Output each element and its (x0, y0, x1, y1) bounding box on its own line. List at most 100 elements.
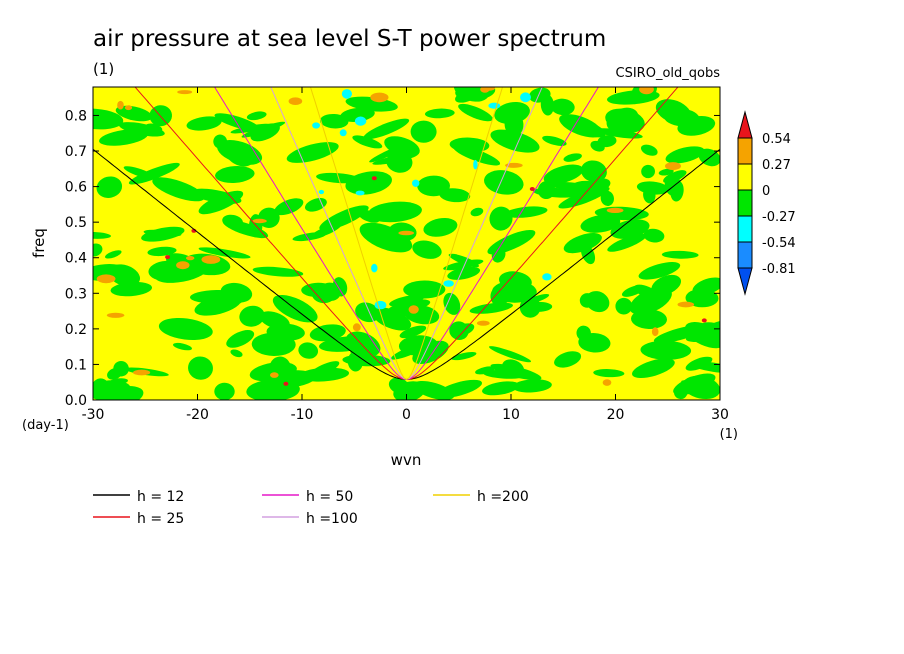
field-patch-strong-positive (371, 176, 377, 181)
field-patch-negative (198, 190, 244, 215)
field-patch-negative (215, 166, 255, 183)
field-patch-negative (367, 201, 422, 223)
field-patch-negative (494, 101, 530, 125)
field-patch-negative (448, 253, 479, 268)
field-patch-negative (93, 231, 111, 239)
field-patch-negative (451, 323, 475, 337)
field-patch-negative (651, 274, 682, 296)
field-patch-negative (410, 120, 437, 143)
field-patch-positive (665, 162, 681, 171)
y-tick-label: 0.1 (65, 357, 87, 373)
field-patch-positive (398, 230, 415, 236)
field-patch-negative (563, 233, 602, 254)
field-patch-negative (542, 135, 567, 146)
field-patch-strong-negative (488, 102, 501, 109)
field-patch-negative (607, 233, 647, 252)
field-patch-negative (593, 369, 625, 378)
field-patch-negative (558, 186, 610, 209)
y-unit-label: (day-1) (22, 418, 69, 433)
field-patch-negative (188, 356, 213, 380)
legend-entry: h =200 (477, 489, 529, 505)
field-patch-negative (569, 180, 597, 195)
field-patch-negative (640, 340, 692, 360)
field-patch-positive (186, 256, 195, 261)
field-patch-positive (651, 327, 659, 337)
field-patch-negative (489, 206, 513, 231)
field-patch-strong-positive (701, 318, 707, 323)
field-patch-negative (550, 98, 575, 116)
field-patch-positive (177, 90, 193, 95)
x-tick-label: -10 (291, 407, 314, 423)
y-tick-label: 0.3 (65, 286, 87, 302)
field-patch-negative (108, 264, 141, 287)
field-patch-positive (124, 105, 133, 111)
field-patch-negative (641, 164, 655, 179)
field-patch-negative (369, 143, 410, 163)
field-patch-negative (143, 229, 182, 237)
field-patch-strong-positive (283, 381, 289, 386)
x-tick-label: 10 (502, 407, 520, 423)
x-tick-label: -20 (186, 407, 209, 423)
field-patch-negative (154, 261, 209, 283)
field-patch-negative (412, 240, 442, 259)
field-patch-negative (502, 359, 525, 377)
field-patch-negative (250, 123, 280, 142)
field-patch-negative (673, 373, 716, 396)
field-patch-negative (470, 207, 484, 217)
field-patch-negative (661, 250, 699, 259)
field-patch-strong-positive (529, 187, 535, 191)
field-patch-negative (309, 324, 346, 342)
field-patch-strong-negative (341, 89, 352, 99)
field-patch-negative (249, 362, 297, 382)
field-patch-negative (520, 294, 550, 306)
field-patch-negative (590, 140, 605, 152)
field-patch-negative (107, 367, 122, 380)
dispersion-curve (309, 87, 504, 380)
field-patch-negative (475, 366, 495, 375)
field-patch-negative (304, 198, 327, 212)
field-patch-negative (543, 164, 584, 185)
field-patch-negative (451, 352, 477, 361)
colorbar-box (737, 189, 753, 217)
field-patch-negative (453, 145, 501, 166)
x-axis-label: wvn (391, 451, 422, 469)
y-axis-label: freq (30, 228, 48, 258)
x-tick-label: 20 (607, 407, 625, 423)
field-patch-negative (158, 317, 213, 341)
legend-entry: h = 12 (137, 489, 184, 505)
field-patch-negative (173, 342, 192, 351)
field-patch-negative (115, 105, 153, 122)
field-patch-negative (512, 379, 552, 393)
field-patch-positive (476, 320, 490, 326)
field-patch-negative (251, 332, 296, 357)
field-patch-negative (105, 250, 122, 259)
x-unit-label: (1) (720, 427, 738, 442)
field-patch-positive (602, 379, 612, 386)
field-patch-positive (176, 261, 190, 270)
field-patch-negative (359, 222, 413, 253)
field-patch-strong-negative (354, 116, 367, 126)
field-patch-negative (469, 302, 514, 314)
field-patch-negative (340, 107, 375, 122)
field-patch-negative (198, 247, 251, 259)
field-patch-negative (576, 325, 591, 341)
y-tick-label: 0.6 (65, 180, 87, 196)
field-patch-negative (685, 356, 713, 371)
field-patch-strong-negative (374, 300, 387, 310)
y-tick-label: 0.2 (65, 322, 87, 338)
legend-entry: h = 25 (137, 511, 184, 527)
field-patch-negative (399, 325, 427, 339)
field-patch-negative (443, 292, 461, 315)
colorbar-arrow-bottom (737, 267, 753, 296)
plot-area (92, 86, 721, 401)
heatmap-field (93, 87, 720, 400)
field-patch-negative (424, 108, 455, 119)
field-patch-negative (298, 342, 319, 359)
field-patch-negative (246, 111, 267, 121)
field-patch-negative (636, 181, 669, 195)
field-patch-negative (147, 246, 177, 257)
field-patch-negative (692, 277, 720, 296)
field-patch-negative (453, 87, 490, 102)
field-patch-strong-negative (473, 159, 478, 170)
field-patch-negative (490, 129, 540, 153)
